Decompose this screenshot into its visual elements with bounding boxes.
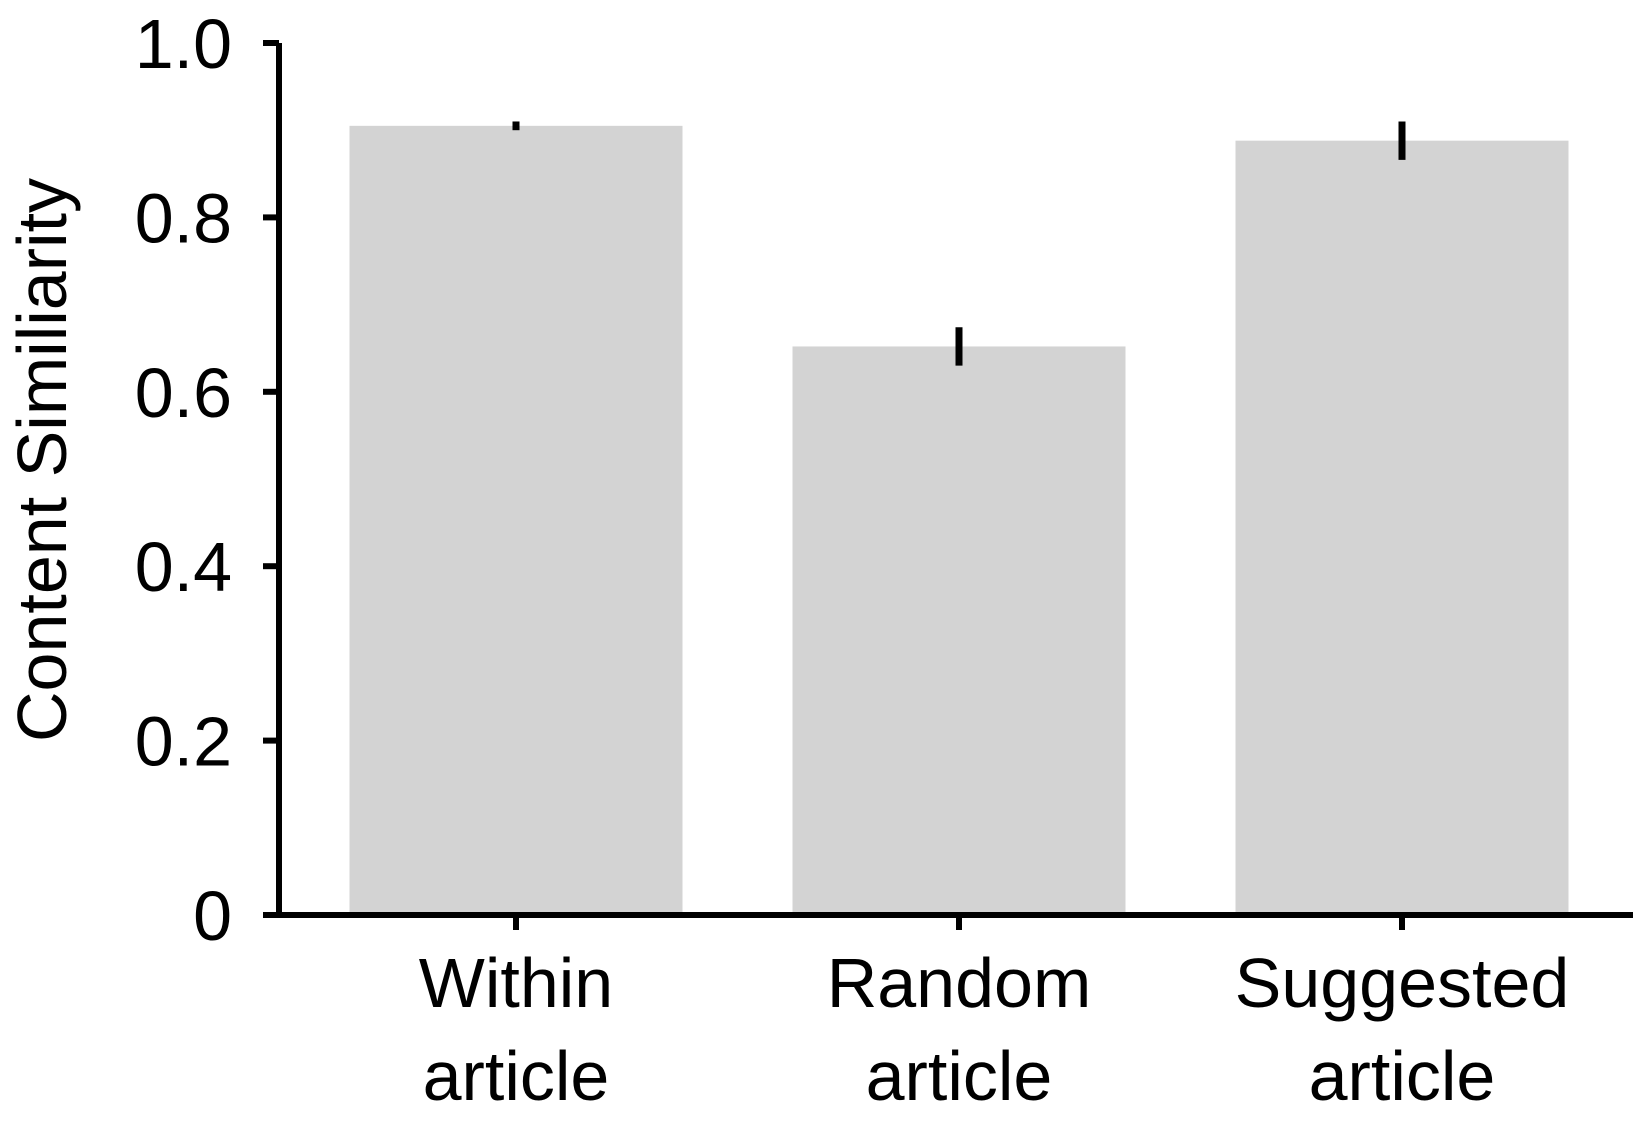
- y-tick-label-2: 0.4: [135, 528, 232, 606]
- x-tick-label-1-line-0: Random: [827, 944, 1092, 1022]
- x-tick-label-2-line-1: article: [1309, 1037, 1496, 1115]
- axes-group: [276, 43, 1633, 918]
- x-tick-label-1-line-1: article: [866, 1037, 1053, 1115]
- bars-group: [349, 125, 1569, 916]
- y-ticks-group: 0 0.2 0.4 0.6 0.8 1.0: [135, 5, 279, 955]
- bar-0: [349, 125, 683, 916]
- bar-2: [1235, 140, 1569, 915]
- y-axis-title: Content Similiarity: [3, 178, 81, 742]
- y-tick-label-1: 0.2: [135, 703, 232, 781]
- x-ticks-group: Within article Random article Suggested artic…: [419, 915, 1570, 1115]
- y-tick-label-4: 0.8: [135, 179, 232, 257]
- y-tick-label-5: 1.0: [135, 5, 232, 83]
- bar-1: [792, 346, 1126, 915]
- error-bars-group: [512, 121, 1406, 366]
- x-tick-label-0-line-0: Within: [419, 944, 613, 1022]
- y-tick-label-0: 0: [193, 877, 232, 955]
- x-tick-label-0-line-1: article: [423, 1037, 610, 1115]
- x-tick-label-2-line-0: Suggested: [1235, 944, 1570, 1022]
- y-tick-label-3: 0.6: [135, 354, 232, 432]
